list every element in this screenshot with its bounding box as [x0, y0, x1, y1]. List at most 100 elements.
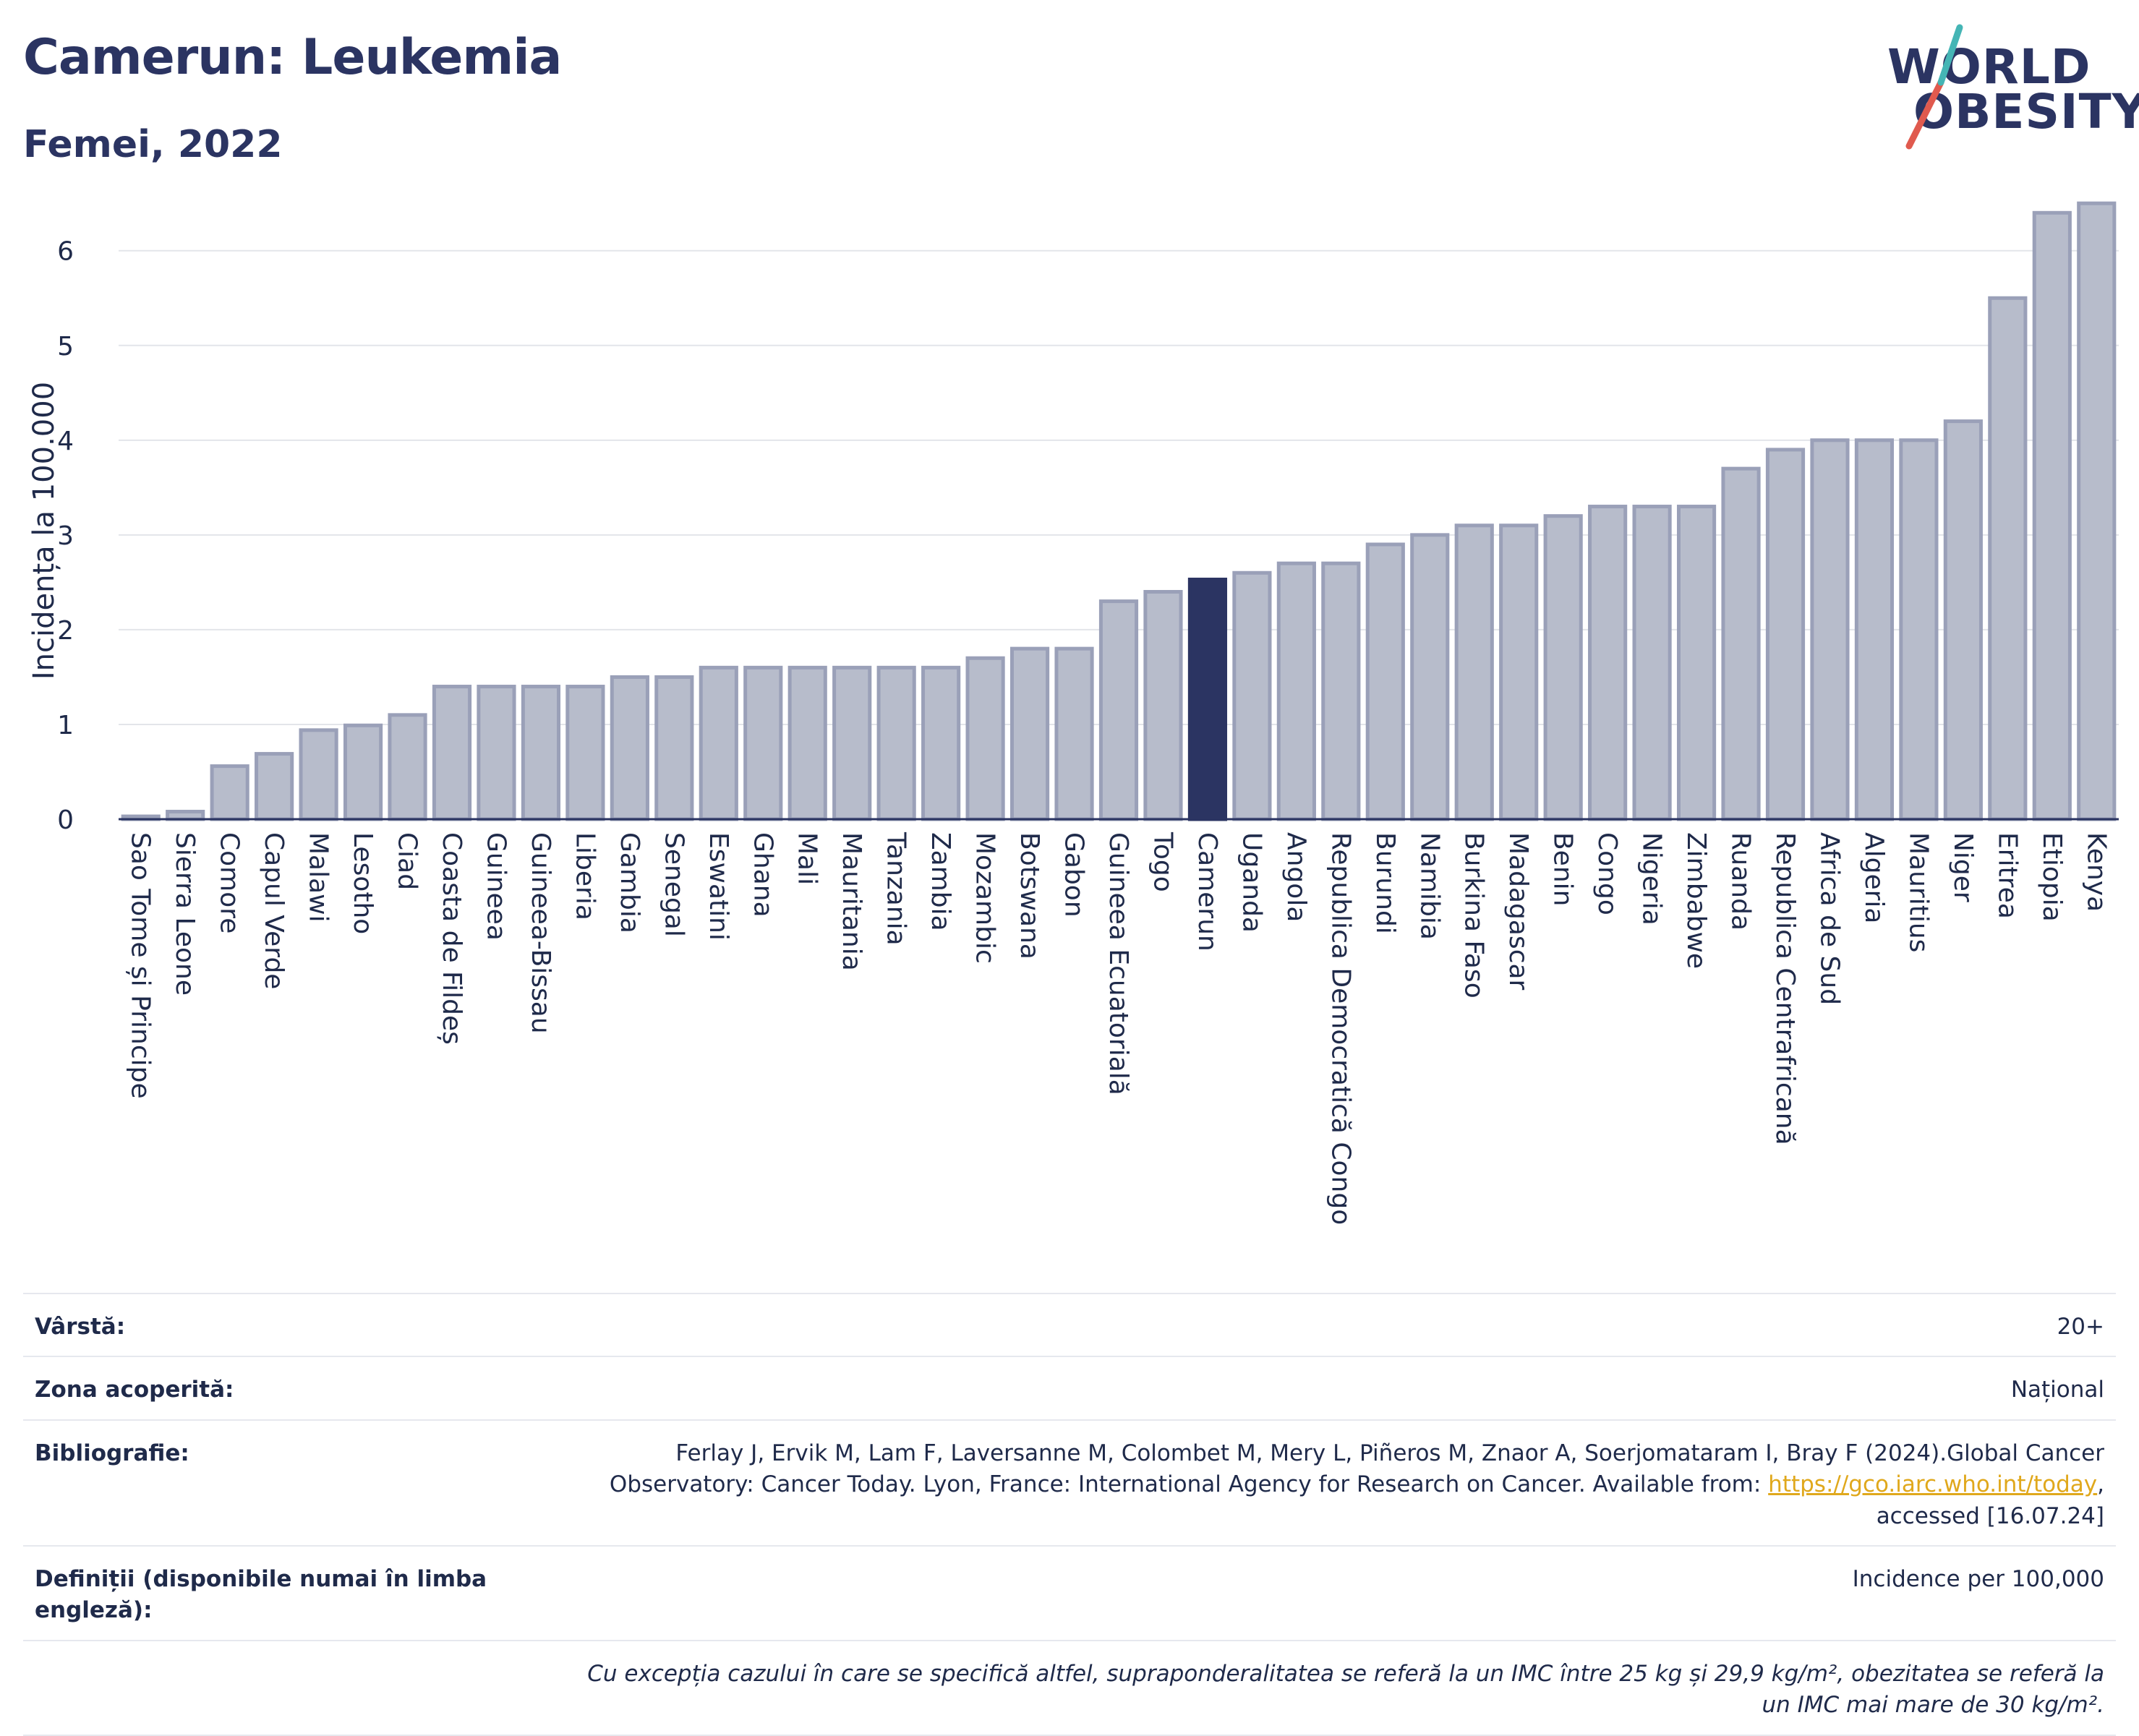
bar-chart: 0 1 2 3 4 5 6 Sao Tome și Principe Sierra Leone…	[27, 201, 2119, 1225]
obesity-definition-note: Cu excepția cazului în care se specifică…	[587, 1660, 2104, 1719]
category-label: Lesotho	[348, 832, 377, 934]
category-label: Eritrea	[1992, 832, 2022, 919]
bar	[1009, 646, 1050, 821]
info-value-definitions: Incidence per 100,000	[1852, 1565, 2104, 1592]
y-tick-label: 5	[57, 332, 74, 362]
y-tick-label: 0	[57, 805, 74, 835]
bar	[921, 665, 961, 821]
info-row-note: Cu excepția cazului în care se specifică…	[23, 1639, 2116, 1736]
category-label: Comore	[215, 832, 244, 933]
category-label: Gambia	[615, 832, 644, 933]
bars	[121, 201, 2117, 821]
chart-title: Camerun: Leukemia	[23, 29, 562, 86]
category-label: Guineea	[481, 832, 511, 941]
y-tick-label: 3	[57, 521, 74, 551]
world-obesity-logo: WORLD OBESITY	[1887, 22, 2139, 152]
y-tick-label: 1	[57, 711, 74, 740]
bar	[255, 752, 294, 821]
category-label: Camerun	[1192, 832, 1222, 952]
info-key-age: Vârstă:	[35, 1314, 126, 1340]
category-label: Capul Verde	[259, 832, 289, 989]
category-label: Namibia	[1414, 832, 1444, 940]
bar	[432, 685, 472, 821]
bar	[1321, 561, 1361, 821]
bar	[1899, 438, 1939, 821]
bar	[166, 810, 205, 821]
bar	[521, 685, 561, 821]
info-key-coverage: Zona acoperită:	[35, 1377, 234, 1403]
bar	[654, 675, 694, 821]
bar	[965, 656, 1005, 821]
category-label: Malawi	[304, 832, 333, 923]
category-label: Etiopia	[2037, 832, 2067, 922]
category-label: Senegal	[659, 832, 688, 937]
category-label: Tanzania	[881, 831, 911, 946]
bar	[876, 665, 916, 821]
info-value-coverage: Național	[2010, 1377, 2104, 1403]
category-label: Ciad	[393, 832, 422, 890]
bar	[2032, 210, 2072, 821]
bar	[565, 685, 605, 821]
bar	[610, 675, 649, 821]
bar	[1854, 438, 1895, 821]
bar	[343, 723, 383, 821]
category-label: Uganda	[1237, 832, 1266, 933]
category-label: Gabon	[1059, 832, 1089, 918]
bar	[1365, 542, 1405, 821]
category-label: Zimbabwe	[1681, 832, 1711, 969]
category-label: Republica Centrafricană	[1770, 832, 1800, 1145]
category-label: Angola	[1281, 832, 1311, 922]
category-label: Madagascar	[1503, 832, 1533, 991]
bar	[787, 665, 827, 821]
category-label: Guineea Ecuatorială	[1103, 832, 1133, 1095]
category-label: Mozambic	[970, 832, 1000, 964]
bar-highlighted	[1187, 577, 1228, 821]
bar	[1810, 438, 1850, 821]
y-tick-label: 4	[57, 427, 74, 456]
info-key-definitions: Definiții (disponibile numai în limba en…	[35, 1565, 487, 1624]
category-label: Zambia	[926, 832, 955, 931]
category-label: Ghana	[748, 832, 777, 918]
bar	[1499, 523, 1539, 821]
bar	[2077, 201, 2117, 821]
chart-subtitle: Femei, 2022	[23, 123, 283, 166]
category-label: Burkina Faso	[1459, 832, 1489, 999]
category-label: Mauritius	[1903, 832, 1933, 952]
bar	[1676, 505, 1717, 821]
category-label: Botswana	[1015, 832, 1044, 959]
category-label: Republica Democratică Congo	[1325, 832, 1355, 1225]
bar	[210, 764, 249, 821]
y-axis-label: Incidența la 100.000	[27, 382, 61, 680]
category-label: Niger	[1948, 832, 1978, 902]
bibliography-text: Ferlay J, Ervik M, Lam F, Laversanne M, …	[609, 1440, 2104, 1498]
category-label: Togo	[1148, 831, 1177, 892]
bar	[1765, 448, 1806, 821]
category-label: Benin	[1548, 832, 1578, 906]
info-row-definitions: Definiții (disponibile numai în limba en…	[23, 1544, 2116, 1640]
logo-text-line1: WORLD	[1887, 39, 2091, 95]
bar	[477, 685, 516, 821]
category-label: Mali	[793, 832, 822, 885]
category-label: Coasta de Fildeș	[437, 832, 466, 1045]
bar	[832, 665, 872, 821]
info-row-bibliography: Bibliografie: Ferlay J, Ervik M, Lam F, …	[23, 1419, 2116, 1545]
info-row-coverage: Zona acoperită: Național	[23, 1356, 2116, 1419]
bar	[743, 665, 783, 821]
category-label: Liberia	[570, 832, 599, 920]
info-row-age: Vârstă: 20+	[23, 1293, 2116, 1356]
bibliography-link[interactable]: https://gco.iarc.who.int/today	[1768, 1471, 2098, 1498]
category-label: Africa de Sud	[1814, 832, 1844, 1005]
info-value-age: 20+	[2057, 1314, 2104, 1340]
bar	[1721, 466, 1761, 821]
y-tick-label: 6	[57, 237, 74, 267]
logo-text-line2: OBESITY	[1913, 84, 2139, 140]
bar	[1943, 419, 1983, 821]
info-key-bibliography: Bibliografie:	[35, 1440, 189, 1466]
bar	[1276, 561, 1316, 821]
bar	[1232, 570, 1272, 821]
bar	[1454, 523, 1494, 821]
bar	[1410, 533, 1450, 821]
bar	[1098, 599, 1139, 821]
y-tick-labels: 0 1 2 3 4 5 6	[57, 237, 74, 835]
category-label: Congo	[1592, 832, 1622, 915]
